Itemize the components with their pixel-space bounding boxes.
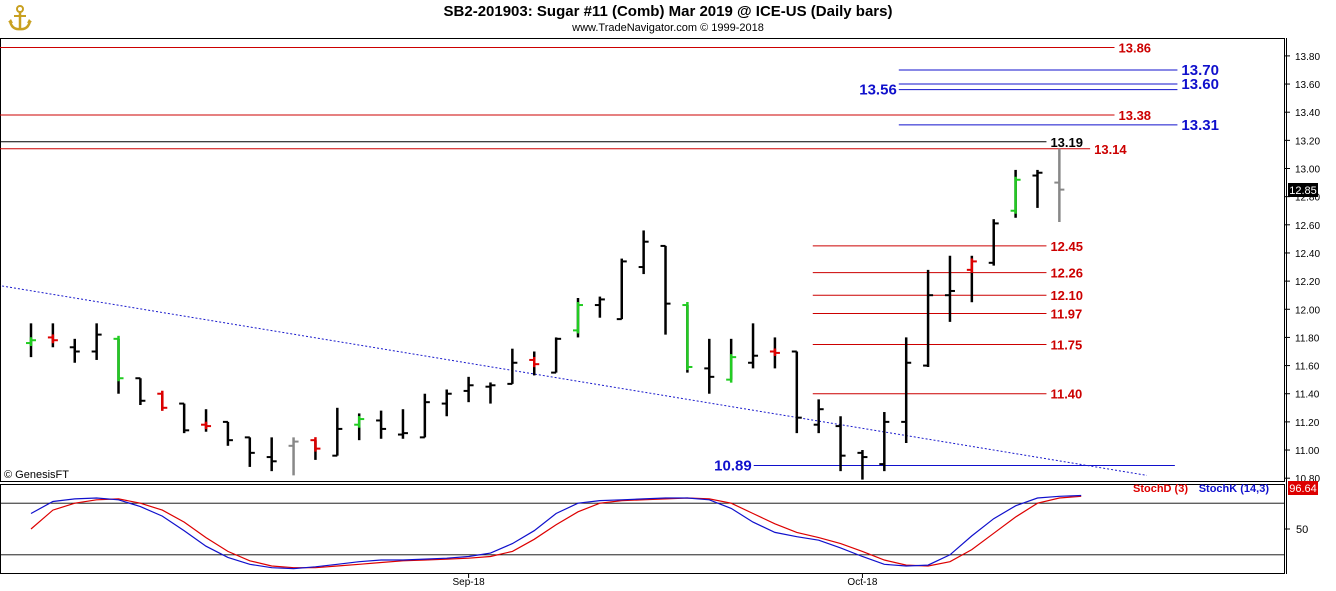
y-axis-ticks: 13.80 13.60 13.40 13.20 13.00 12.80 12.60 12.40… <box>1284 52 1320 485</box>
y-tick-label: 13.40 <box>1295 108 1320 119</box>
level-label: 10.89 <box>714 458 752 475</box>
y-tick-label: 12.00 <box>1295 305 1320 316</box>
y-tick-label: 11.40 <box>1295 390 1320 401</box>
level-label: 13.14 <box>1094 142 1127 157</box>
stoch-k-label: StochK (14,3) <box>1199 483 1270 495</box>
x-axis-labels: Sep-18 Oct-18 <box>452 574 878 588</box>
chart-title: SB2-201903: Sugar #11 (Comb) Mar 2019 @ … <box>443 3 893 20</box>
price-panel-frame <box>0 38 1285 482</box>
level-label: 13.19 <box>1050 135 1083 150</box>
level-label: 12.10 <box>1050 288 1083 303</box>
y-tick-label: 12.20 <box>1295 277 1320 288</box>
stoch-d-label: StochD (3) <box>1133 483 1188 495</box>
ohlc-bars <box>26 148 1065 480</box>
level-label: 12.26 <box>1050 266 1083 281</box>
level-label: 12.45 <box>1050 239 1083 254</box>
stoch-k-line <box>30 494 1082 570</box>
level-label: 11.97 <box>1050 306 1082 321</box>
y-tick-label: 11.60 <box>1295 362 1320 373</box>
level-label: 13.86 <box>1119 40 1152 55</box>
chart-subtitle: www.TradeNavigator.com © 1999-2018 <box>572 22 764 34</box>
anchor-logo-icon <box>8 5 32 31</box>
stoch-axis-tick: 50 <box>1296 524 1308 536</box>
stochastic-panel <box>1 494 1290 570</box>
x-tick-label: Oct-18 <box>847 577 877 588</box>
stoch-value-label: 96.64 <box>1289 483 1317 495</box>
y-tick-label: 11.80 <box>1295 333 1320 344</box>
stoch-d-line <box>30 495 1082 569</box>
y-tick-label: 12.40 <box>1295 249 1320 260</box>
stoch-value-box <box>1288 481 1318 495</box>
level-label: 11.40 <box>1050 387 1082 402</box>
level-label: 13.70 <box>1181 62 1219 79</box>
level-label: 11.75 <box>1050 337 1082 352</box>
level-label: 13.60 <box>1181 76 1219 93</box>
level-label: 13.56 <box>859 82 897 99</box>
y-tick-label: 13.20 <box>1295 136 1320 147</box>
y-tick-label: 10.80 <box>1295 474 1320 485</box>
watermark: © GenesisFT <box>4 469 69 481</box>
y-tick-label: 13.60 <box>1295 80 1320 91</box>
y-tick-label: 11.20 <box>1295 418 1320 429</box>
last-price-box <box>1288 183 1318 197</box>
last-price-label: 12.85 <box>1289 185 1317 197</box>
level-label: 13.31 <box>1181 117 1219 134</box>
y-tick-label: 12.60 <box>1295 221 1320 232</box>
y-tick-label: 13.80 <box>1295 52 1320 63</box>
level-label: 13.38 <box>1119 108 1152 123</box>
y-tick-label: 11.00 <box>1295 446 1320 457</box>
y-tick-label: 13.00 <box>1295 165 1320 176</box>
y-tick-label: 12.80 <box>1295 193 1320 204</box>
x-tick-label: Sep-18 <box>452 577 485 588</box>
chart-header: SB2-201903: Sugar #11 (Comb) Mar 2019 @ … <box>0 0 1336 38</box>
